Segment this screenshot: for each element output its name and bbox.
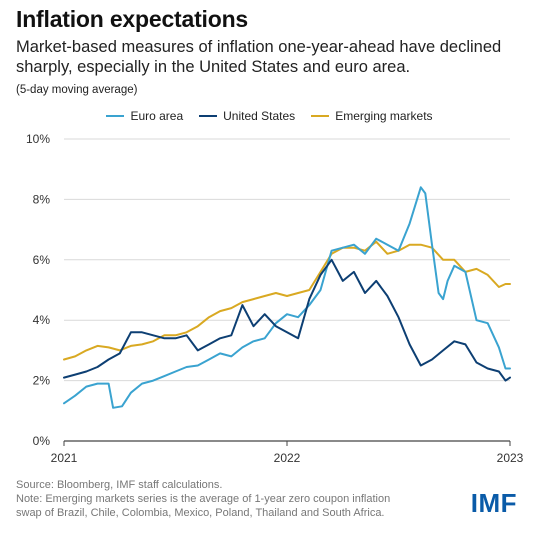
- moving-average-note: (5-day moving average): [16, 84, 138, 96]
- y-tick-label: 4%: [33, 313, 51, 327]
- chart-title: Inflation expectations: [16, 6, 249, 32]
- x-tick-label: 2022: [274, 451, 301, 465]
- legend-item-euro-area: Euro area: [106, 109, 183, 123]
- legend-item-emerging-markets: Emerging markets: [311, 109, 433, 123]
- legend-label-euro-area: Euro area: [130, 109, 184, 123]
- legend-label-emerging-markets: Emerging markets: [335, 109, 433, 123]
- series-line-united-states: [63, 258, 511, 382]
- y-tick-label: 0%: [33, 434, 51, 448]
- series-line-emerging-markets: [63, 240, 511, 361]
- x-tick-label: 2023: [497, 451, 524, 465]
- legend-swatch-emerging-markets: [311, 115, 330, 117]
- legend: Euro area United States Emerging markets: [0, 109, 539, 123]
- y-tick-label: 2%: [33, 374, 51, 388]
- footer: Source: Bloomberg, IMF staff calculation…: [16, 478, 390, 520]
- imf-logo: IMF: [470, 488, 517, 518]
- legend-swatch-united-states: [199, 115, 218, 117]
- x-tick-label: 2021: [51, 451, 78, 465]
- source-note: Source: Bloomberg, IMF staff calculation…: [16, 479, 223, 491]
- legend-label-united-states: United States: [223, 109, 296, 123]
- y-tick-label: 8%: [33, 192, 51, 206]
- chart-subtitle: Market-based measures of inflation one-y…: [16, 38, 502, 76]
- legend-item-united-states: United States: [199, 109, 295, 123]
- series-note: Note: Emerging markets series is the ave…: [16, 493, 391, 519]
- series-line-euro-area: [63, 186, 511, 409]
- y-tick-label: 6%: [33, 253, 51, 267]
- y-tick-label: 10%: [26, 132, 50, 146]
- legend-swatch-euro-area: [106, 115, 125, 117]
